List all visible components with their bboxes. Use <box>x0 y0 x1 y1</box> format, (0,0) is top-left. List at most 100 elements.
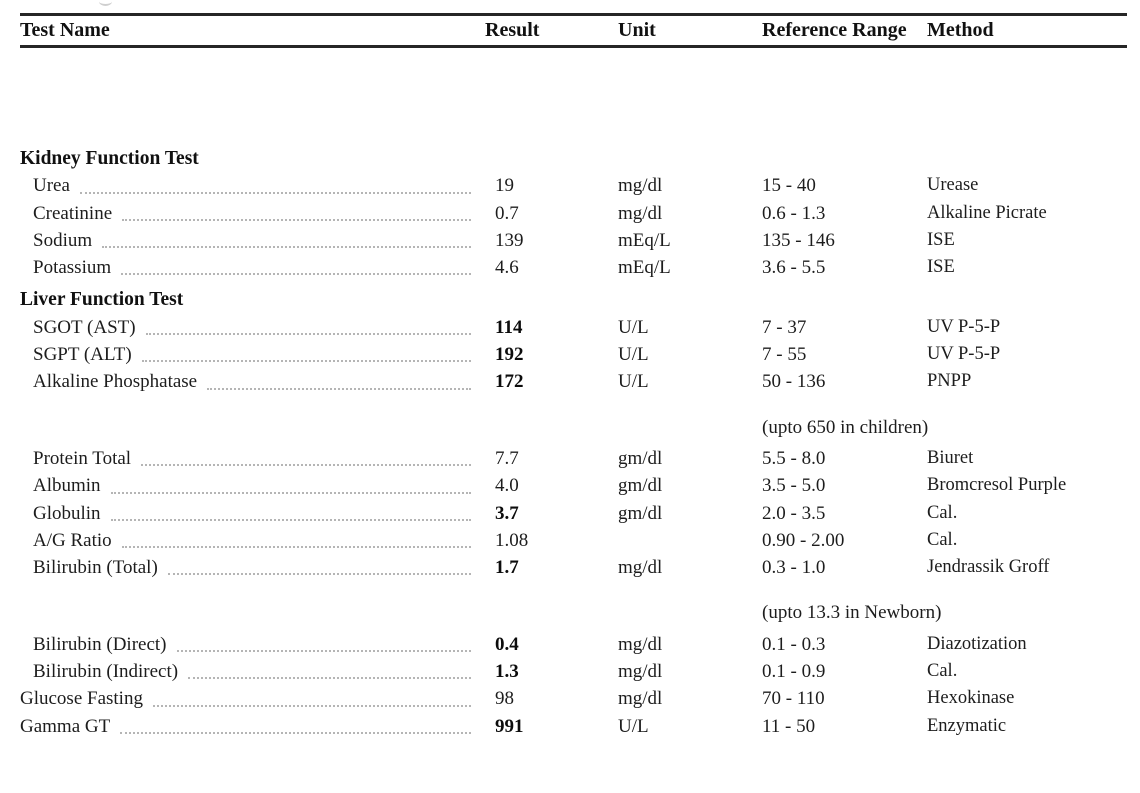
table-row: Glucose Fasting 98 mg/dl 70 - 110 Hexoki… <box>20 685 1130 712</box>
table-row: Protein Total 7.7 gm/dl 5.5 - 8.0 Biuret <box>20 445 1130 472</box>
table-row: Sodium 139 mEq/L 135 - 146 ISE <box>20 227 1130 254</box>
reference-range-value: 0.3 - 1.0 <box>762 557 826 579</box>
test-name: Protein Total <box>33 447 132 469</box>
test-name: Bilirubin (Direct) <box>33 633 167 655</box>
table-row: Gamma GT 991 U/L 11 - 50 Enzymatic <box>20 713 1130 740</box>
table-row: Potassium 4.6 mEq/L 3.6 - 5.5 ISE <box>20 254 1130 281</box>
test-name: Bilirubin (Total) <box>33 557 158 579</box>
method-value: UV P-5-P <box>927 344 1001 365</box>
reference-range-value: 50 - 136 <box>762 371 826 393</box>
dotted-leader <box>188 677 471 680</box>
dotted-leader <box>167 573 471 576</box>
result-value: 0.7 <box>495 202 519 224</box>
unit-value: mg/dl <box>618 633 663 655</box>
dotted-leader <box>121 273 471 276</box>
unit-value: gm/dl <box>618 447 663 469</box>
test-name-cell: SGPT (ALT) <box>33 341 475 368</box>
test-name-cell: Albumin <box>33 472 475 499</box>
dotted-leader <box>141 464 471 467</box>
unit-value: mg/dl <box>618 557 663 579</box>
test-name: Sodium <box>33 229 93 251</box>
dotted-leader <box>145 333 471 336</box>
method-value: Cal. <box>927 529 958 550</box>
test-name-cell: Creatinine <box>33 200 475 227</box>
reference-range-value: (upto 13.3 in Newborn) <box>762 602 942 624</box>
reference-range-value: 0.1 - 0.3 <box>762 633 826 655</box>
result-value: 4.6 <box>495 257 519 279</box>
unit-value: U/L <box>618 344 649 366</box>
unit-value: mg/dl <box>618 688 663 710</box>
test-name: Globulin <box>33 502 101 524</box>
reference-range-value: 5.5 - 8.0 <box>762 447 826 469</box>
result-value: 0.4 <box>495 633 519 655</box>
column-header-test-name: Test Name <box>20 19 110 41</box>
test-name-cell: Protein Total <box>33 445 475 472</box>
reference-range-value: (upto 650 in children) <box>762 416 929 438</box>
method-value: Diazotization <box>927 633 1027 654</box>
test-name-cell: Gamma GT <box>20 713 475 740</box>
result-value: 1.08 <box>495 529 529 551</box>
result-value: 192 <box>495 344 524 366</box>
test-name-cell: Bilirubin (Total) <box>33 554 475 581</box>
method-value: Bromcresol Purple <box>927 475 1067 496</box>
table-header: Test Name Result Unit Reference Range Me… <box>20 17 1130 44</box>
reference-range-value: 11 - 50 <box>762 715 816 737</box>
method-value: PNPP <box>927 371 972 392</box>
column-header-unit: Unit <box>618 19 656 41</box>
dotted-leader <box>110 491 471 494</box>
reference-range-value: 2.0 - 3.5 <box>762 502 826 524</box>
reference-range-value: 3.6 - 5.5 <box>762 257 826 279</box>
test-name: Glucose Fasting <box>20 688 143 710</box>
method-value: ISE <box>927 229 955 250</box>
method-value: Alkaline Picrate <box>927 202 1047 223</box>
table-row: Globulin 3.7 gm/dl 2.0 - 3.5 Cal. <box>20 500 1130 527</box>
result-value: 172 <box>495 371 524 393</box>
unit-value: U/L <box>618 371 649 393</box>
dotted-leader <box>152 704 471 707</box>
test-name-cell: Glucose Fasting <box>20 685 475 712</box>
table-row: A/G Ratio 1.08 0.90 - 2.00 Cal. <box>20 527 1130 554</box>
cutoff-glyph-fragment <box>99 0 112 6</box>
dotted-leader <box>207 387 471 390</box>
test-name: Kidney Function Test <box>20 148 199 169</box>
method-value: Cal. <box>927 502 958 523</box>
test-name-cell: Liver Function Test <box>20 286 475 313</box>
reference-range-value: 0.90 - 2.00 <box>762 529 845 551</box>
unit-value: mEq/L <box>618 229 671 251</box>
header-rule-top <box>20 13 1127 16</box>
section-header-row: Liver Function Test <box>20 286 1130 313</box>
reference-range-value: 7 - 55 <box>762 344 807 366</box>
result-value: 1.3 <box>495 661 519 683</box>
test-name-cell: Urea <box>33 172 475 199</box>
result-value: 114 <box>495 316 523 338</box>
test-name: A/G Ratio <box>33 529 112 551</box>
reference-range-value: 0.6 - 1.3 <box>762 202 826 224</box>
test-name: Liver Function Test <box>20 289 184 311</box>
result-value: 991 <box>495 715 524 737</box>
test-name-cell: Bilirubin (Indirect) <box>33 658 475 685</box>
unit-value: mEq/L <box>618 257 671 279</box>
note-row: (upto 650 in children) <box>20 414 1130 441</box>
test-name: Alkaline Phosphatase <box>33 371 198 393</box>
reference-range-value: 0.1 - 0.9 <box>762 661 826 683</box>
reference-range-value: 15 - 40 <box>762 175 816 197</box>
test-name: Bilirubin (Indirect) <box>33 661 179 683</box>
result-value: 3.7 <box>495 502 519 524</box>
test-name: Albumin <box>33 475 101 497</box>
test-name-cell: Bilirubin (Direct) <box>33 631 475 658</box>
dotted-leader <box>121 546 471 549</box>
table-row: SGOT (AST) 114 U/L 7 - 37 UV P-5-P <box>20 314 1130 341</box>
test-name: Urea <box>33 175 70 197</box>
test-name: Gamma GT <box>20 715 111 737</box>
unit-value: U/L <box>618 316 649 338</box>
note-row: (upto 13.3 in Newborn) <box>20 599 1130 626</box>
header-rule-bottom <box>20 45 1127 48</box>
unit-value: gm/dl <box>618 475 663 497</box>
column-header-method: Method <box>927 19 994 41</box>
method-value: Urease <box>927 175 979 196</box>
table-row: Bilirubin (Indirect) 1.3 mg/dl 0.1 - 0.9… <box>20 658 1130 685</box>
column-header-reference-range: Reference Range <box>762 19 907 41</box>
reference-range-value: 70 - 110 <box>762 688 825 710</box>
result-value: 4.0 <box>495 475 519 497</box>
